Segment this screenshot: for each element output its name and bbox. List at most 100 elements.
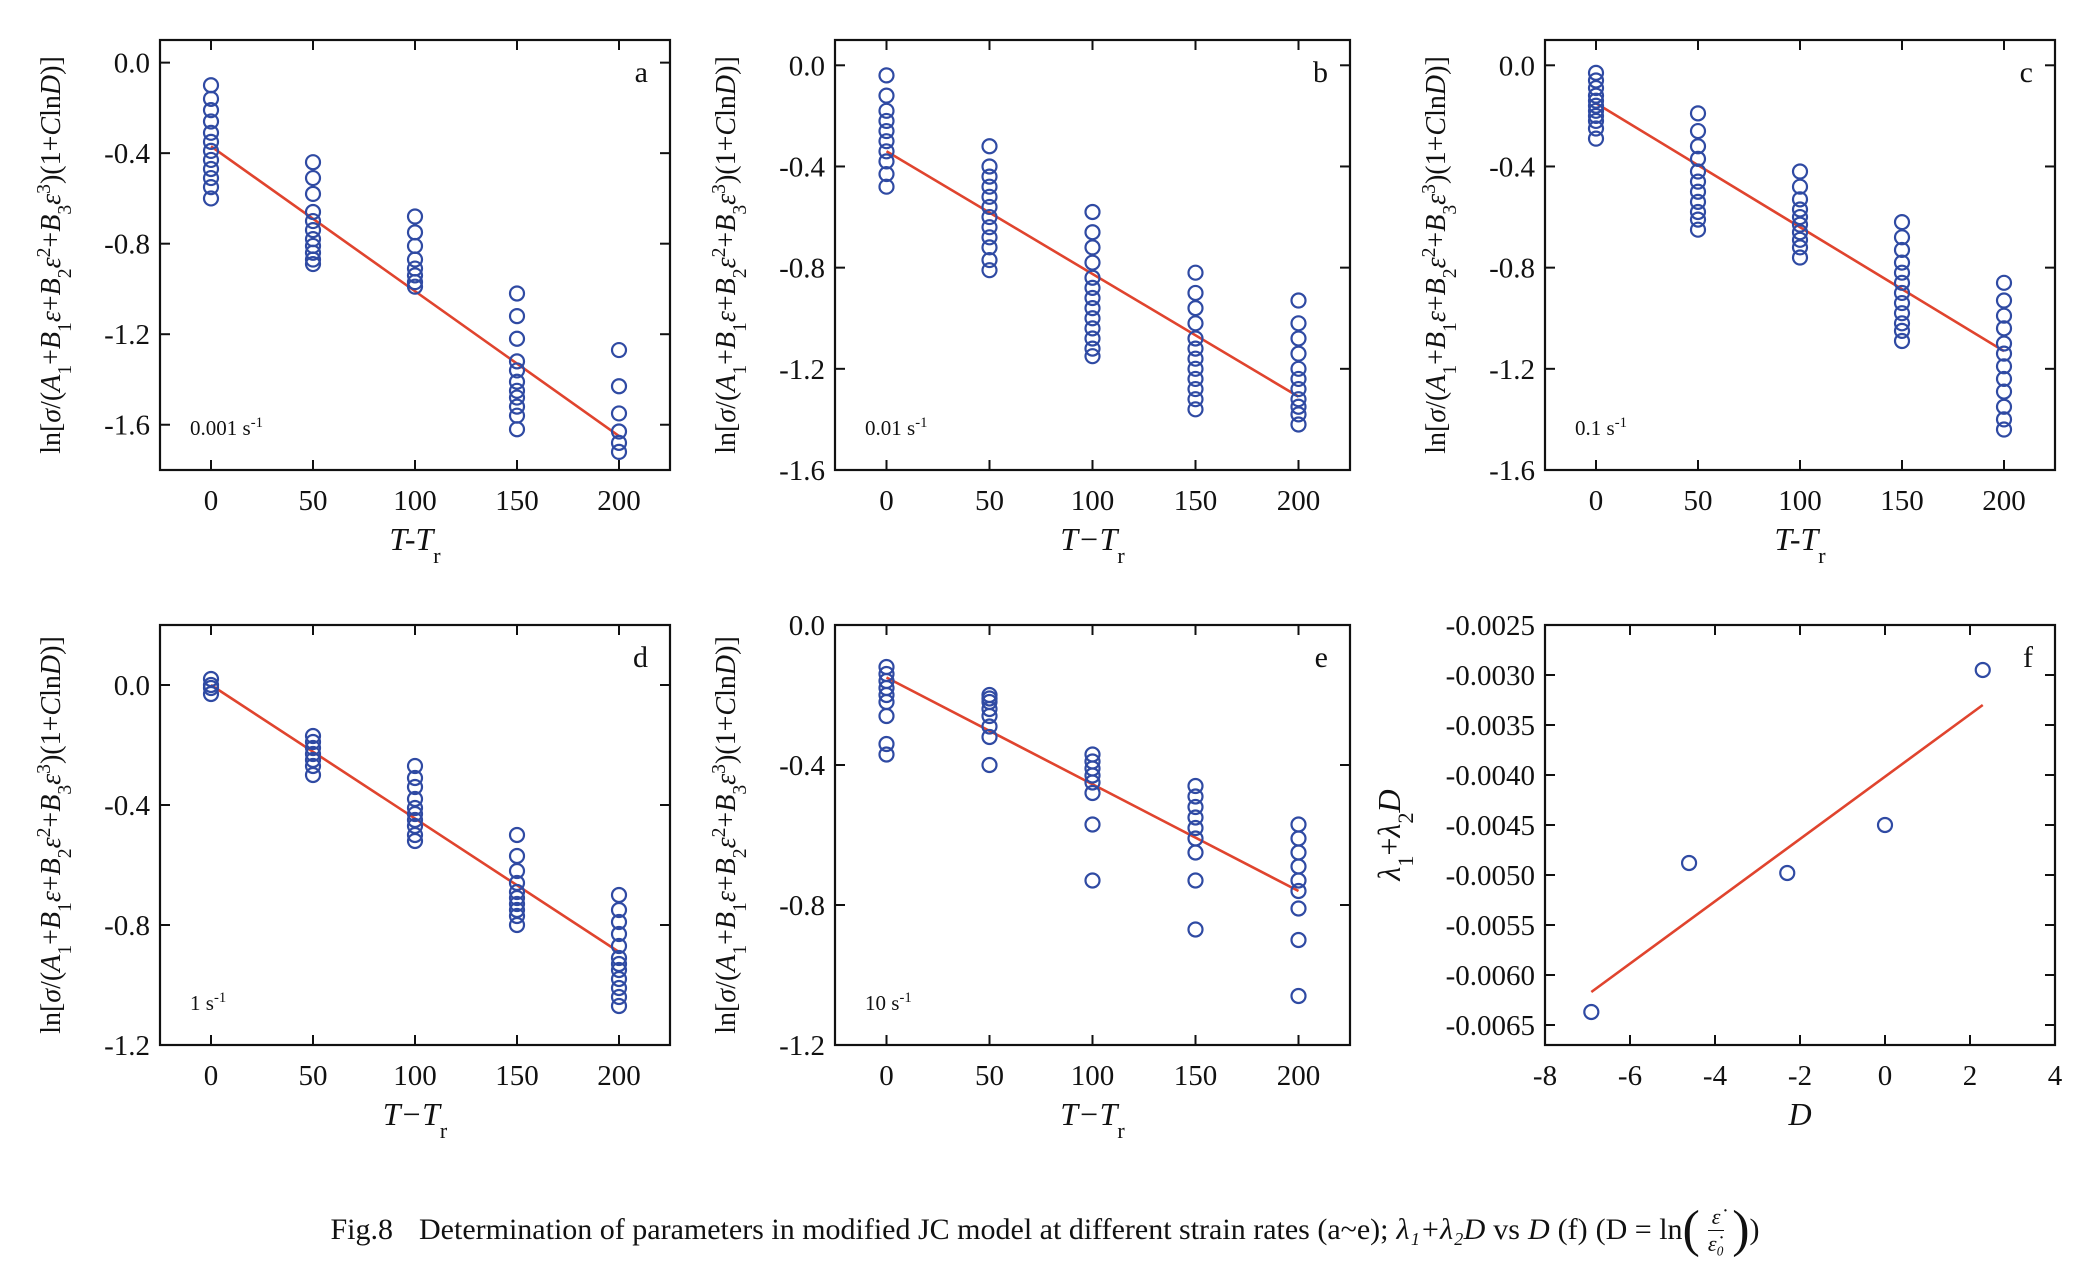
data-point [610, 997, 628, 1015]
caption-defn-open: (D = ln [1595, 1213, 1683, 1246]
y-axis-label: ln[σ/(A1+B1ε+B2ε2+B3ε3)(1+ClnD)] [709, 636, 751, 1034]
y-tick-label: -1.6 [779, 455, 825, 487]
y-axis-label: ln[σ/(A1+B1ε+B2ε2+B3ε3)(1+ClnD)] [34, 636, 76, 1034]
y-tick-label: -0.0040 [1446, 760, 1535, 792]
data-point [981, 178, 998, 195]
x-tick-label: 50 [299, 485, 328, 517]
x-tick-label: -8 [1533, 1060, 1557, 1092]
data-point [1689, 163, 1707, 180]
data-point [508, 373, 526, 390]
data-point [202, 102, 220, 119]
data-point [1680, 854, 1698, 872]
x-tick-label: 100 [393, 485, 437, 517]
data-point [1290, 858, 1307, 875]
data-point [406, 799, 424, 817]
data-point [304, 739, 322, 757]
fit-line [1595, 102, 2005, 353]
data-point [1995, 274, 2013, 291]
x-tick-label: 0 [204, 485, 219, 517]
caption-fraction: ε̇ ε̇₀ [1704, 1204, 1728, 1257]
data-point [610, 949, 628, 967]
x-tick-label: 200 [1982, 485, 2026, 517]
y-tick-label: -1.2 [104, 1030, 150, 1062]
data-point [406, 267, 424, 284]
data-point [1689, 150, 1707, 167]
data-point [1187, 401, 1204, 418]
x-tick-label: 50 [975, 1060, 1004, 1092]
fit-line [1590, 703, 1984, 994]
data-point [610, 886, 628, 904]
data-point [1187, 391, 1204, 408]
data-point [981, 158, 998, 175]
data-point [610, 988, 628, 1006]
data-point [981, 219, 998, 236]
data-point [1689, 221, 1707, 238]
data-point [981, 700, 998, 718]
data-point [610, 443, 628, 460]
data-point [1791, 201, 1809, 218]
x-tick-label: 200 [597, 485, 641, 517]
y-tick-label: -0.8 [1489, 253, 1535, 285]
data-point [1084, 269, 1101, 286]
data-point [878, 746, 895, 763]
data-point [1893, 229, 1911, 246]
data-point [508, 353, 526, 370]
data-point [981, 251, 998, 269]
data-point [1187, 360, 1204, 377]
x-axis-label: T−Tr [383, 1096, 448, 1143]
data-point [1995, 398, 2013, 415]
data-point [878, 686, 895, 704]
data-point [610, 970, 628, 988]
y-tick-label: -0.0045 [1446, 810, 1535, 842]
caption-main: Determination of parameters in modified … [419, 1213, 1389, 1246]
data-point [1876, 816, 1894, 834]
data-point [1290, 360, 1307, 377]
data-point [1290, 391, 1307, 408]
panel-letter: c [2020, 56, 2033, 89]
data-point [202, 679, 220, 697]
data-point [304, 766, 322, 784]
x-axis-label: T-Tr [389, 521, 441, 568]
data-point [1587, 102, 1605, 119]
data-point [304, 169, 322, 187]
data-point [878, 178, 895, 195]
data-point [981, 138, 998, 155]
data-point [1893, 264, 1911, 281]
data-point [1995, 421, 2013, 438]
y-axis-label: ln[σ/(A1+B1ε+B2ε2+B3ε3)(1+ClnD)] [34, 56, 76, 454]
caption-frac-den: ε̇₀ [1707, 1230, 1725, 1256]
data-point [1084, 239, 1101, 256]
data-point [508, 389, 526, 406]
data-point [304, 185, 322, 202]
x-tick-label: 50 [975, 485, 1004, 517]
data-point [202, 133, 220, 150]
data-point [202, 77, 220, 94]
data-point [1995, 307, 2013, 324]
data-point [1290, 380, 1307, 398]
data-point [610, 979, 628, 997]
data-point [1290, 830, 1307, 847]
data-point [1187, 350, 1204, 367]
data-point [1893, 332, 1911, 350]
data-point [1587, 107, 1605, 124]
data-point [1587, 130, 1605, 147]
data-point [1995, 370, 2013, 388]
data-point [508, 826, 526, 844]
y-axis-label: ln[σ/(A1+B1ε+B2ε2+B3ε3)(1+ClnD)] [1419, 56, 1461, 454]
data-point [1187, 788, 1204, 805]
data-point [406, 778, 424, 796]
data-point [304, 244, 322, 261]
data-point [981, 707, 998, 725]
y-tick-label: -0.8 [104, 229, 150, 261]
x-tick-label: 100 [1071, 485, 1115, 517]
data-point [508, 398, 526, 415]
y-tick-label: -0.0035 [1446, 710, 1535, 742]
data-point [1084, 774, 1101, 791]
data-point [981, 262, 998, 279]
data-point [1689, 173, 1707, 190]
data-point [1290, 398, 1307, 415]
data-point [1587, 120, 1605, 137]
data-point [1187, 284, 1204, 302]
y-tick-label: -0.8 [104, 910, 150, 942]
data-point [878, 707, 895, 725]
